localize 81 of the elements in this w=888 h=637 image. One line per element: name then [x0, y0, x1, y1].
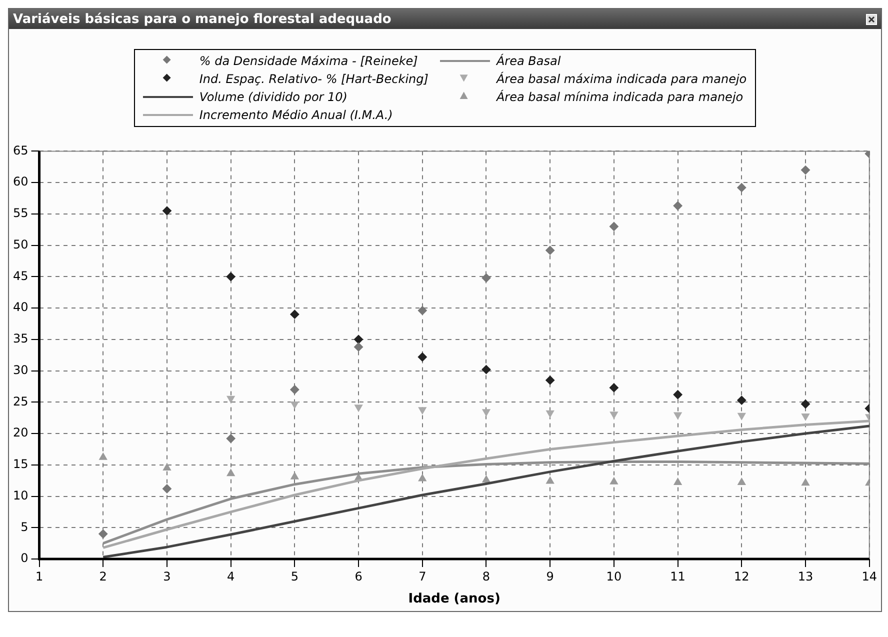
x-tick-label: 5	[290, 569, 299, 584]
point	[610, 412, 618, 419]
point	[98, 529, 108, 538]
y-tick-label: 50	[12, 237, 28, 252]
y-tick-label: 30	[12, 362, 28, 377]
y-tick-label: 40	[12, 300, 28, 314]
point	[737, 396, 746, 405]
point	[163, 464, 171, 471]
y-tick-label: 20	[12, 426, 28, 440]
point	[162, 206, 172, 216]
point	[546, 410, 554, 418]
y-tick-label: 10	[12, 488, 28, 502]
y-tick-label: 25	[12, 394, 28, 408]
point	[226, 469, 235, 476]
point	[290, 472, 299, 480]
x-tick-label: 2	[99, 569, 107, 584]
point	[738, 412, 746, 420]
point	[226, 272, 236, 282]
y-tick-label: 5	[20, 520, 28, 534]
point	[226, 434, 236, 444]
x-tick-label: 1	[35, 569, 44, 584]
legend-label: Área basal mínima indicada para manejo	[496, 88, 744, 106]
x-tick-label: 9	[546, 569, 554, 584]
point	[418, 352, 427, 362]
y-tick-label: 35	[12, 332, 28, 346]
point	[162, 484, 172, 494]
y-tick-label: 15	[12, 457, 28, 472]
legend-label: Ind. Espaç. Relativo- % [Hart-Becking]	[199, 71, 428, 88]
point	[290, 310, 300, 319]
point	[801, 166, 810, 175]
point	[354, 404, 362, 412]
point	[99, 452, 108, 460]
point	[482, 273, 491, 282]
x-tick-label: 7	[418, 569, 426, 584]
point	[674, 412, 682, 420]
point	[418, 474, 426, 482]
point	[801, 400, 810, 409]
point	[738, 478, 746, 485]
point	[418, 306, 427, 316]
point	[673, 201, 682, 210]
point	[482, 475, 490, 482]
point	[609, 222, 618, 231]
x-tick-label: 11	[670, 569, 686, 584]
legend-label: Volume (dividido por 10)	[199, 89, 348, 106]
y-tick-label: 55	[12, 206, 28, 220]
y-tick-label: 45	[12, 268, 28, 283]
y-tick-label: 60	[12, 174, 28, 189]
x-axis-title: Idade (anos)	[408, 592, 500, 607]
chart-title: Variáveis básicas para o manejo florestal adequado	[13, 12, 392, 26]
point	[226, 396, 235, 403]
point	[418, 407, 426, 414]
point	[674, 478, 682, 485]
point	[609, 383, 618, 392]
point	[482, 409, 490, 416]
point	[546, 246, 555, 255]
x-tick-label: 8	[482, 569, 490, 584]
x-tick-label: 6	[354, 569, 362, 584]
point	[546, 376, 555, 385]
point	[482, 365, 491, 374]
legend-label: Incremento Médio Anual (I.M.A.)	[199, 107, 393, 124]
y-tick-label: 65	[12, 143, 28, 158]
x-tick-label: 14	[862, 569, 878, 584]
point	[802, 413, 810, 420]
point	[354, 342, 364, 352]
legend-label: % da Densidade Máxima - [Reineke]	[199, 53, 418, 70]
point	[546, 476, 554, 484]
point	[290, 402, 299, 409]
x-tick-label: 3	[163, 569, 171, 584]
x-tick-label: 10	[606, 569, 622, 584]
x-tick-label: 12	[734, 569, 750, 584]
point	[673, 390, 682, 400]
point	[354, 334, 364, 344]
legend-label: Área basal máxima indicada para manejo	[496, 70, 747, 88]
point	[610, 477, 618, 484]
y-tick-label: 0	[20, 551, 28, 566]
point	[290, 385, 300, 394]
x-tick-label: 4	[227, 569, 235, 584]
legend-label: Área Basal	[496, 52, 561, 70]
x-tick-label: 13	[798, 569, 814, 584]
point	[737, 183, 746, 192]
point	[802, 478, 810, 486]
